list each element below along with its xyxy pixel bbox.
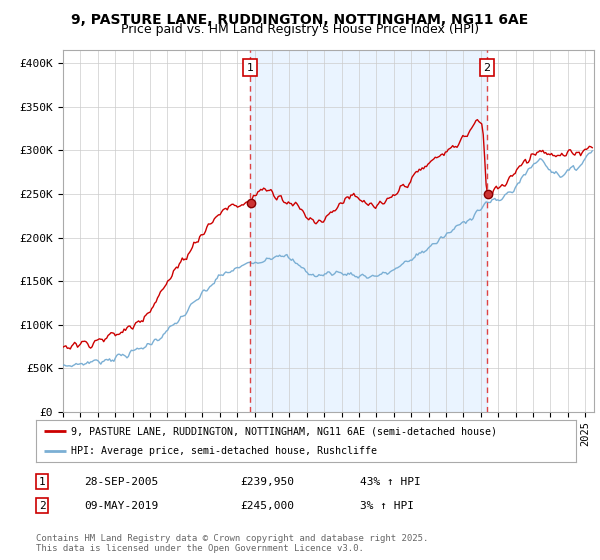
- Text: HPI: Average price, semi-detached house, Rushcliffe: HPI: Average price, semi-detached house,…: [71, 446, 377, 456]
- Text: 2: 2: [38, 501, 46, 511]
- Bar: [250, 50, 487, 412]
- Text: 9, PASTURE LANE, RUDDINGTON, NOTTINGHAM, NG11 6AE (semi-detached house): 9, PASTURE LANE, RUDDINGTON, NOTTINGHAM,…: [71, 426, 497, 436]
- Text: 9, PASTURE LANE, RUDDINGTON, NOTTINGHAM, NG11 6AE: 9, PASTURE LANE, RUDDINGTON, NOTTINGHAM,…: [71, 13, 529, 27]
- Text: 2: 2: [484, 63, 490, 73]
- Text: £239,950: £239,950: [240, 477, 294, 487]
- Text: 43% ↑ HPI: 43% ↑ HPI: [360, 477, 421, 487]
- Text: 09-MAY-2019: 09-MAY-2019: [84, 501, 158, 511]
- Text: 3% ↑ HPI: 3% ↑ HPI: [360, 501, 414, 511]
- Text: £245,000: £245,000: [240, 501, 294, 511]
- Text: Contains HM Land Registry data © Crown copyright and database right 2025.
This d: Contains HM Land Registry data © Crown c…: [36, 534, 428, 553]
- Text: 28-SEP-2005: 28-SEP-2005: [84, 477, 158, 487]
- Text: Price paid vs. HM Land Registry's House Price Index (HPI): Price paid vs. HM Land Registry's House …: [121, 22, 479, 36]
- Text: 1: 1: [247, 63, 254, 73]
- Text: 1: 1: [38, 477, 46, 487]
